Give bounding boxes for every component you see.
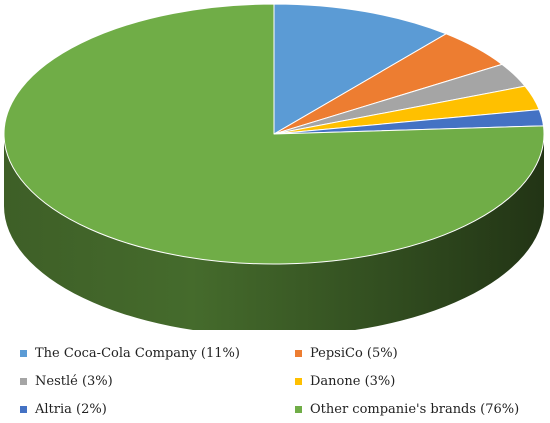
legend-label-danone: Danone (3%)	[310, 373, 396, 389]
legend-swatch-other	[295, 405, 302, 413]
pie-chart	[3, 3, 545, 330]
legend-label-pepsico: PepsiCo (5%)	[310, 345, 398, 361]
legend-item-coca-cola: The Coca-Cola Company (11%)	[20, 343, 240, 363]
legend-item-danone: Danone (3%)	[295, 371, 395, 391]
legend-label-altria: Altria (2%)	[35, 401, 107, 417]
pie-side-other	[4, 134, 544, 330]
legend-label-coca-cola: The Coca-Cola Company (11%)	[35, 345, 240, 361]
legend-item-pepsico: PepsiCo (5%)	[295, 343, 398, 363]
legend-swatch-danone	[295, 377, 302, 385]
legend-swatch-pepsico	[295, 349, 302, 357]
legend-label-other: Other companie's brands (76%)	[310, 401, 520, 417]
legend-swatch-altria	[20, 405, 27, 413]
legend-item-altria: Altria (2%)	[20, 399, 107, 419]
pie-slice-coca-cola	[273, 3, 447, 135]
pie-slice-other	[3, 3, 545, 265]
legend-swatch-nestle	[20, 377, 27, 385]
legend-item-other: Other companie's brands (76%)	[295, 399, 519, 419]
pie-side-group	[4, 134, 544, 330]
legend-item-nestle: Nestlé (3%)	[20, 371, 113, 391]
legend-swatch-coca-cola	[20, 349, 27, 357]
legend-label-nestle: Nestlé (3%)	[35, 373, 113, 389]
pie-top-group	[3, 3, 545, 265]
